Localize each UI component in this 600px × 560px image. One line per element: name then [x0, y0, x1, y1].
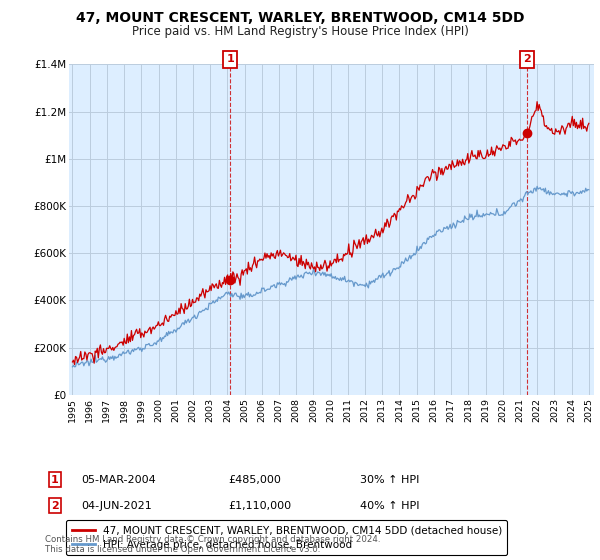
Text: 30% ↑ HPI: 30% ↑ HPI [360, 475, 419, 485]
Legend: 47, MOUNT CRESCENT, WARLEY, BRENTWOOD, CM14 5DD (detached house), HPI: Average p: 47, MOUNT CRESCENT, WARLEY, BRENTWOOD, C… [67, 520, 507, 555]
Text: £485,000: £485,000 [228, 475, 281, 485]
Text: Price paid vs. HM Land Registry's House Price Index (HPI): Price paid vs. HM Land Registry's House … [131, 25, 469, 38]
Text: This data is licensed under the Open Government Licence v3.0.: This data is licensed under the Open Gov… [45, 545, 320, 554]
Text: 05-MAR-2004: 05-MAR-2004 [81, 475, 156, 485]
Text: 2: 2 [51, 501, 59, 511]
Text: 47, MOUNT CRESCENT, WARLEY, BRENTWOOD, CM14 5DD: 47, MOUNT CRESCENT, WARLEY, BRENTWOOD, C… [76, 11, 524, 25]
Text: 04-JUN-2021: 04-JUN-2021 [81, 501, 152, 511]
Text: 40% ↑ HPI: 40% ↑ HPI [360, 501, 419, 511]
Text: 2: 2 [523, 54, 531, 64]
Text: £1,110,000: £1,110,000 [228, 501, 291, 511]
Text: 1: 1 [51, 475, 59, 485]
Text: 1: 1 [227, 54, 235, 64]
Text: Contains HM Land Registry data © Crown copyright and database right 2024.: Contains HM Land Registry data © Crown c… [45, 535, 380, 544]
